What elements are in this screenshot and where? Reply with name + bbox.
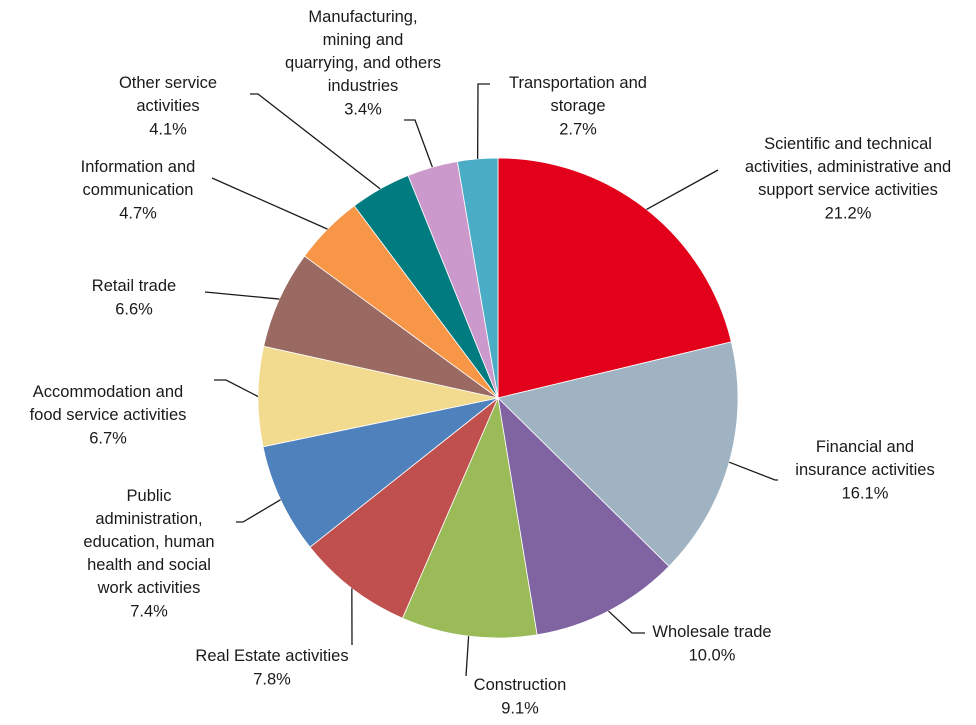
label-line: activities (136, 97, 199, 115)
slice-label: Scientific and technical activities, admi… (745, 135, 951, 222)
slice-label: Public administration, education, human hea… (83, 487, 214, 620)
value-label: 2.7% (559, 120, 597, 138)
value-label: 4.1% (149, 120, 187, 138)
label-line: quarrying, and others (285, 54, 441, 72)
category-label: Information and communication (81, 158, 196, 199)
label-line: Real Estate activities (195, 647, 348, 665)
slice-label: Manufacturing, mining and quarrying, and o… (285, 8, 441, 118)
value-label: 9.1% (501, 699, 539, 717)
category-label: Transportation and storage (509, 74, 647, 115)
slice-label: Information and communication 4.7% (81, 158, 196, 222)
leader-line (236, 500, 281, 522)
label-line: Information and (81, 158, 196, 176)
value-label: 7.4% (130, 602, 168, 620)
label-line: Accommodation and (33, 383, 183, 401)
label-line: Financial and (816, 438, 914, 456)
label-line: Other service (119, 74, 217, 92)
label-line: Wholesale trade (652, 623, 771, 641)
leader-line (478, 84, 490, 159)
leader-line (729, 462, 778, 480)
value-label: 21.2% (825, 204, 872, 222)
leader-line (404, 120, 432, 167)
slice-label: Financial and insurance activities 16.1% (795, 438, 934, 502)
slice-label: Other service activities 4.1% (119, 74, 217, 138)
label-line: food service activities (30, 406, 187, 424)
leader-line (466, 636, 469, 676)
label-line: administration, (95, 510, 202, 528)
label-line: industries (328, 77, 399, 95)
slice-label: Transportation and storage 2.7% (509, 74, 647, 138)
category-label: Manufacturing, mining and quarrying, and o… (285, 8, 441, 95)
label-line: Public (127, 487, 172, 505)
slice-label: Construction 9.1% (474, 676, 567, 717)
leader-line (647, 170, 718, 209)
label-line: work activities (97, 579, 201, 597)
value-label: 6.7% (89, 429, 127, 447)
value-label: 10.0% (689, 646, 736, 664)
leader-line (609, 611, 645, 633)
leader-line (205, 292, 279, 299)
leader-line (212, 178, 327, 229)
label-line: education, human (83, 533, 214, 551)
category-label: Wholesale trade (652, 623, 771, 641)
category-label: Financial and insurance activities (795, 438, 934, 479)
value-label: 16.1% (842, 484, 889, 502)
category-label: Real Estate activities (195, 647, 348, 665)
category-label: Construction (474, 676, 567, 694)
value-label: 4.7% (119, 204, 157, 222)
category-label: Other service activities (119, 74, 217, 115)
category-label: Retail trade (92, 277, 176, 295)
label-line: insurance activities (795, 461, 934, 479)
label-line: Retail trade (92, 277, 176, 295)
leader-line (214, 380, 258, 396)
slice-label: Real Estate activities 7.8% (195, 647, 348, 688)
label-line: communication (83, 181, 194, 199)
category-label: Public administration, education, human hea… (83, 487, 214, 597)
label-line: Manufacturing, (308, 8, 417, 26)
label-line: activities, administrative and (745, 158, 951, 176)
label-line: mining and (323, 31, 404, 49)
value-label: 3.4% (344, 100, 382, 118)
slice-label: Accommodation and food service activities… (30, 383, 187, 447)
value-label: 7.8% (253, 670, 291, 688)
category-label: Scientific and technical activities, admi… (745, 135, 951, 199)
label-line: storage (550, 97, 605, 115)
label-line: support service activities (758, 181, 938, 199)
label-line: Transportation and (509, 74, 647, 92)
label-line: health and social (87, 556, 211, 574)
label-line: Construction (474, 676, 567, 694)
slice-label: Wholesale trade 10.0% (652, 623, 771, 664)
label-line: Scientific and technical (764, 135, 932, 153)
slice-label: Retail trade 6.6% (92, 277, 176, 318)
category-label: Accommodation and food service activities (30, 383, 187, 424)
value-label: 6.6% (115, 300, 153, 318)
